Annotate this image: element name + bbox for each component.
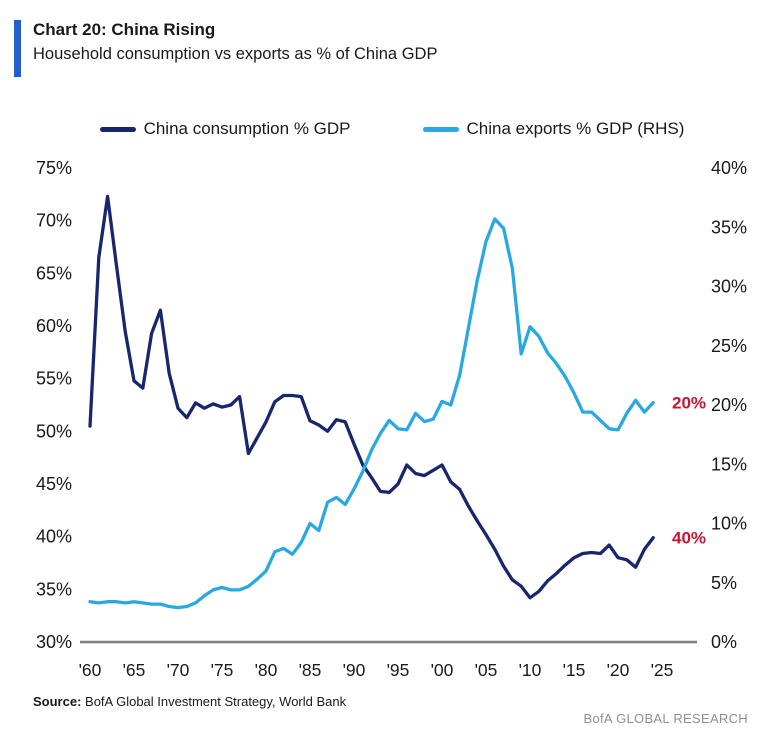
x-axis-tick-label: '95 [387, 660, 410, 680]
right-axis-tick-label: 20% [711, 395, 747, 415]
x-axis-tick-label: '65 [123, 660, 146, 680]
right-axis-tick-label: 35% [711, 217, 747, 237]
x-axis-tick-label: '05 [475, 660, 498, 680]
right-axis-tick-label: 10% [711, 514, 747, 534]
left-axis-tick-label: 75% [36, 158, 72, 178]
legend-item-consumption: China consumption % GDP [99, 119, 351, 139]
left-axis-tick-label: 35% [36, 579, 72, 599]
right-axis-tick-label: 15% [711, 454, 747, 474]
accent-bar [14, 20, 21, 77]
x-axis-tick-label: '80 [255, 660, 278, 680]
x-axis-tick-label: '10 [519, 660, 542, 680]
legend-item-exports: China exports % GDP (RHS) [422, 119, 685, 139]
chart-subtitle: Household consumption vs exports as % of… [33, 45, 438, 63]
x-axis-tick-label: '75 [211, 660, 234, 680]
exports-line-swatch [422, 126, 459, 132]
x-axis-tick-label: '90 [343, 660, 366, 680]
x-axis-tick-label: '20 [607, 660, 630, 680]
x-axis-tick-label: '25 [651, 660, 674, 680]
right-axis-tick-label: 30% [711, 277, 747, 297]
chart-title: Chart 20: China Rising [33, 20, 216, 39]
source-text: BofA Global Investment Strategy, World B… [81, 694, 347, 709]
x-axis-tick-label: '60 [79, 660, 102, 680]
annotation-20%: 20% [672, 394, 706, 413]
right-axis-tick-label: 40% [711, 158, 747, 178]
exports-line [88, 217, 655, 610]
right-axis-tick-label: 0% [711, 632, 737, 652]
x-axis-tick-label: '70 [167, 660, 190, 680]
legend-label-consumption: China consumption % GDP [143, 119, 351, 138]
source-label: Source: [33, 694, 82, 709]
right-axis-tick-label: 5% [711, 573, 737, 593]
right-axis-tick-label: 25% [711, 336, 747, 356]
consumption-line [88, 194, 655, 600]
source-note: Source: BofA Global Investment Strategy,… [33, 694, 346, 709]
left-axis-tick-label: 50% [36, 421, 72, 441]
consumption-line-swatch [99, 126, 136, 132]
left-axis-tick-label: 40% [36, 527, 72, 547]
legend-label-exports: China exports % GDP (RHS) [466, 119, 685, 138]
left-axis-tick-label: 30% [36, 632, 72, 652]
legend: China consumption % GDP China exports % … [0, 119, 784, 139]
x-axis-tick-label: '00 [431, 660, 454, 680]
annotation-40%: 40% [672, 529, 706, 548]
brand-mark: BofA GLOBAL RESEARCH [583, 711, 748, 726]
left-axis-tick-label: 45% [36, 474, 72, 494]
left-axis-tick-label: 60% [36, 316, 72, 336]
x-axis-tick-label: '15 [563, 660, 586, 680]
x-axis-tick-label: '85 [299, 660, 322, 680]
left-axis-tick-label: 70% [36, 211, 72, 231]
left-axis-tick-label: 55% [36, 369, 72, 389]
left-axis-tick-label: 65% [36, 263, 72, 283]
